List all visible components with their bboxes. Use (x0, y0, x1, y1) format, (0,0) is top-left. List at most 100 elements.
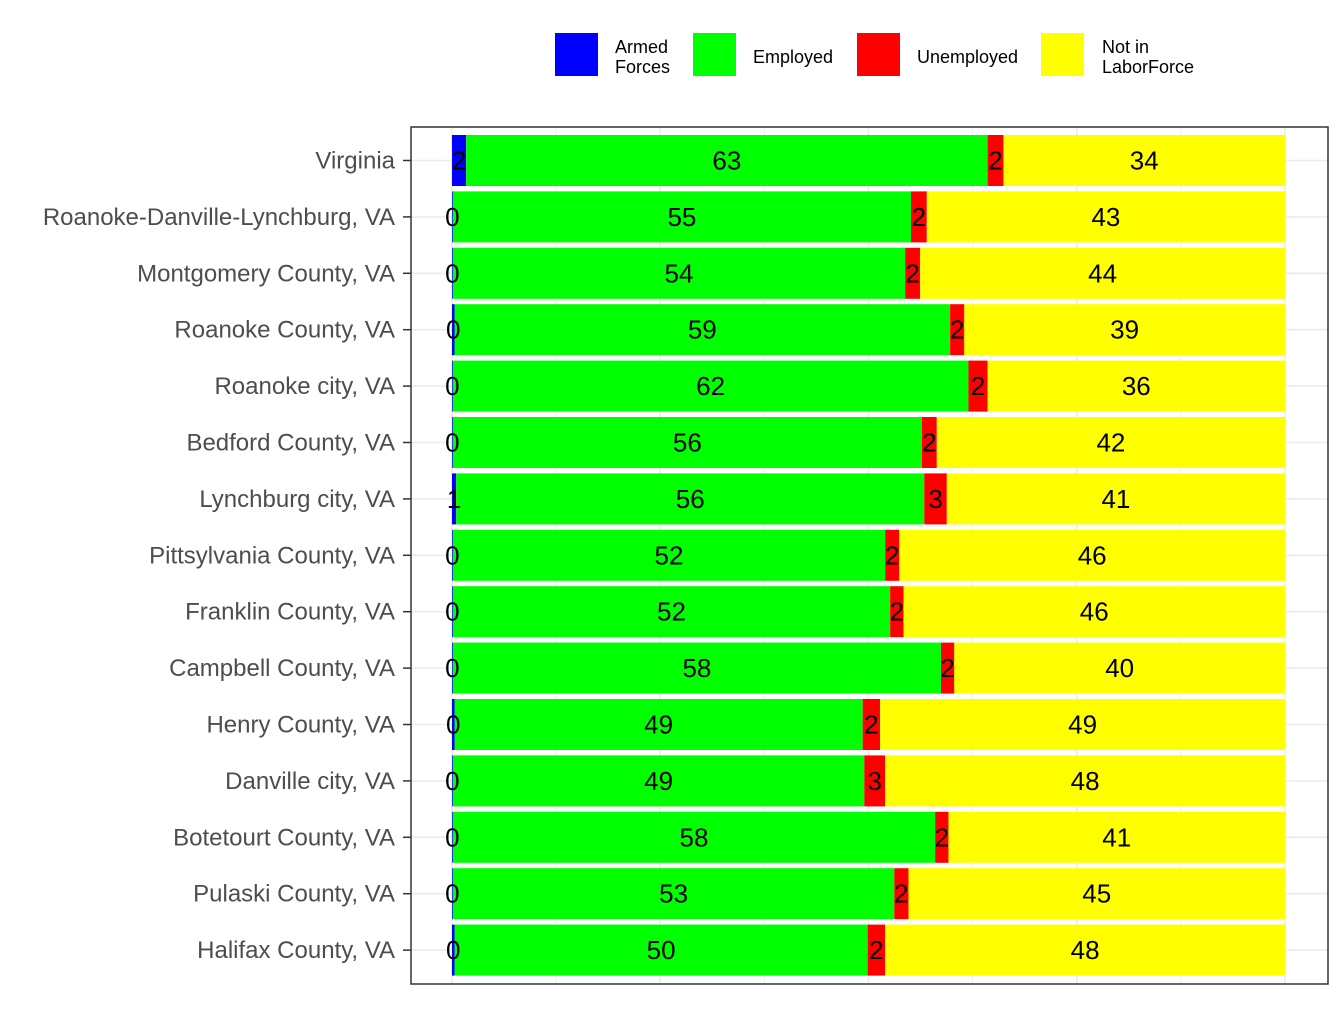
bar-not-in-laborforce-franklin-county-va (903, 586, 1285, 638)
data-label-armed-forces: 0 (445, 371, 459, 401)
data-label-employed: 54 (665, 258, 694, 288)
data-label-employed: 52 (657, 597, 686, 627)
y-tick-label: Lynchburg city, VA (199, 486, 395, 513)
data-label-unemployed: 2 (890, 597, 904, 627)
data-label-employed: 58 (680, 822, 709, 852)
bar-unemployed-roanoke-danville-lynchburg-va (910, 191, 927, 243)
bars (452, 135, 1285, 976)
bar-unemployed-lynchburg-city-va (924, 473, 947, 525)
y-tick-label: Danville city, VA (225, 768, 395, 795)
bar-employed-montgomery-county-va (452, 247, 906, 299)
bar-employed-lynchburg-city-va (456, 473, 925, 525)
bar-armed-forces-roanoke-city-va (452, 360, 453, 412)
data-label-not-in-laborforce: 41 (1102, 822, 1131, 852)
data-label-unemployed: 2 (935, 822, 949, 852)
y-tick-label: Campbell County, VA (169, 655, 395, 682)
bar-employed-halifax-county-va (454, 924, 868, 976)
bar-not-in-laborforce-roanoke-county-va (964, 304, 1285, 356)
data-label-unemployed: 2 (864, 710, 878, 740)
data-label-employed: 62 (696, 371, 725, 401)
data-label-unemployed: 3 (928, 484, 942, 514)
data-label-armed-forces: 0 (445, 202, 459, 232)
bar-not-in-laborforce-henry-county-va (880, 699, 1285, 750)
data-label-not-in-laborforce: 46 (1078, 540, 1107, 570)
data-label-not-in-laborforce: 44 (1088, 258, 1117, 288)
y-tick-label: Bedford County, VA (186, 430, 395, 457)
y-tick-label: Franklin County, VA (185, 599, 395, 626)
legend-label-unemployed: Unemployed (917, 47, 1018, 67)
data-label-not-in-laborforce: 48 (1071, 766, 1100, 796)
data-label-employed: 56 (673, 428, 702, 458)
bar-employed-danville-city-va (452, 755, 865, 807)
bar-unemployed-bedford-county-va (921, 417, 937, 468)
data-label-not-in-laborforce: 36 (1122, 371, 1151, 401)
bar-employed-virginia (466, 135, 988, 186)
bar-unemployed-virginia (987, 135, 1004, 186)
data-label-armed-forces: 0 (445, 597, 459, 627)
data-label-employed: 52 (655, 540, 684, 570)
data-label-unemployed: 2 (971, 371, 985, 401)
bar-not-in-laborforce-virginia (1003, 135, 1285, 186)
legend-key-armed-forces (555, 33, 598, 76)
legend: Armed Forces Employed Unemployed Not in Labor… (555, 33, 1194, 77)
bar-employed-pittsylvania-county-va (452, 529, 886, 581)
bar-unemployed-roanoke-city-va (968, 360, 988, 412)
data-label-not-in-laborforce: 46 (1080, 597, 1109, 627)
bar-employed-pulaski-county-va (452, 868, 895, 920)
data-label-armed-forces: 1 (447, 484, 461, 514)
data-label-unemployed: 2 (912, 202, 926, 232)
y-tick-label: Montgomery County, VA (137, 260, 395, 287)
data-label-employed: 53 (659, 879, 688, 909)
bar-unemployed-campbell-county-va (940, 642, 955, 694)
data-label-not-in-laborforce: 45 (1082, 879, 1111, 909)
bar-not-in-laborforce-pulaski-county-va (908, 868, 1285, 920)
bar-labels: 2 63 2 340 55 2 430 54 2 440 59 2 390 62 2 360 56 2 421 56 3… (445, 146, 1159, 966)
bar-not-in-laborforce-danville-city-va (885, 755, 1285, 807)
bar-armed-forces-franklin-county-va (452, 586, 453, 638)
data-label-unemployed: 2 (894, 879, 908, 909)
bar-unemployed-pittsylvania-county-va (885, 529, 900, 581)
legend-key-unemployed (857, 33, 900, 76)
y-tick-label: Roanoke city, VA (214, 373, 395, 400)
data-label-armed-forces: 0 (445, 258, 459, 288)
data-label-unemployed: 2 (988, 146, 1002, 176)
bar-unemployed-henry-county-va (862, 699, 881, 750)
data-label-armed-forces: 0 (446, 710, 460, 740)
bar-unemployed-montgomery-county-va (905, 247, 921, 299)
bar-not-in-laborforce-halifax-county-va (885, 924, 1285, 976)
bar-not-in-laborforce-roanoke-city-va (987, 360, 1285, 412)
data-label-armed-forces: 0 (445, 428, 459, 458)
bar-not-in-laborforce-botetourt-county-va (948, 811, 1285, 863)
y-tick-label: Virginia (315, 148, 395, 175)
bar-employed-roanoke-county-va (454, 304, 951, 356)
bar-employed-campbell-county-va (452, 642, 941, 694)
y-axis: Virginia Roanoke-Danville-Lynchburg, VA Mo… (43, 148, 411, 964)
data-label-not-in-laborforce: 42 (1096, 428, 1125, 458)
data-label-armed-forces: 0 (446, 935, 460, 965)
data-label-armed-forces: 0 (445, 879, 459, 909)
legend-key-not-in-laborforce (1041, 33, 1084, 76)
data-label-not-in-laborforce: 48 (1071, 935, 1100, 965)
data-label-unemployed: 2 (922, 428, 936, 458)
bar-armed-forces-roanoke-county-va (452, 304, 455, 356)
bar-unemployed-halifax-county-va (867, 924, 886, 976)
panel-border (410, 126, 1329, 985)
y-tick-label: Roanoke-Danville-Lynchburg, VA (43, 204, 395, 231)
bar-unemployed-franklin-county-va (890, 586, 904, 638)
bar-armed-forces-bedford-county-va (452, 417, 453, 468)
bar-armed-forces-campbell-county-va (452, 642, 453, 694)
data-label-armed-forces: 0 (445, 540, 459, 570)
data-label-not-in-laborforce: 43 (1091, 202, 1120, 232)
bar-employed-botetourt-county-va (452, 811, 936, 863)
data-label-not-in-laborforce: 39 (1110, 315, 1139, 345)
bar-armed-forces-montgomery-county-va (452, 247, 453, 299)
bar-armed-forces-danville-city-va (452, 755, 453, 807)
legend-label-employed: Employed (753, 47, 833, 67)
bar-not-in-laborforce-roanoke-danville-lynchburg-va (926, 191, 1285, 243)
legend-label-not-in-laborforce: Not in LaborForce (1102, 37, 1194, 77)
legend-label-line: Armed (615, 37, 668, 57)
data-label-unemployed: 2 (905, 258, 919, 288)
bar-employed-roanoke-city-va (452, 360, 969, 412)
bar-armed-forces-halifax-county-va (452, 924, 455, 976)
